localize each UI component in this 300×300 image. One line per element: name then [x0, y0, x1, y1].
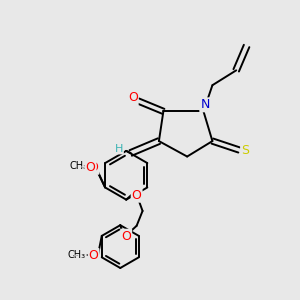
- Text: methoxy: methoxy: [85, 165, 92, 166]
- Text: O: O: [128, 92, 138, 104]
- Text: CH₃: CH₃: [69, 161, 87, 171]
- Text: H: H: [115, 143, 123, 154]
- Text: CH₃: CH₃: [68, 250, 86, 260]
- Text: O: O: [85, 161, 95, 174]
- Text: O: O: [121, 230, 131, 243]
- Text: methoxy: methoxy: [81, 167, 87, 168]
- Text: methoxy: methoxy: [76, 166, 82, 167]
- Text: N: N: [200, 98, 210, 111]
- Text: O: O: [88, 249, 98, 262]
- Text: O: O: [132, 189, 142, 202]
- Text: O: O: [88, 161, 98, 174]
- Text: CH₃: CH₃: [68, 250, 85, 260]
- Text: S: S: [241, 143, 249, 157]
- Text: methoxy: methoxy: [73, 255, 79, 256]
